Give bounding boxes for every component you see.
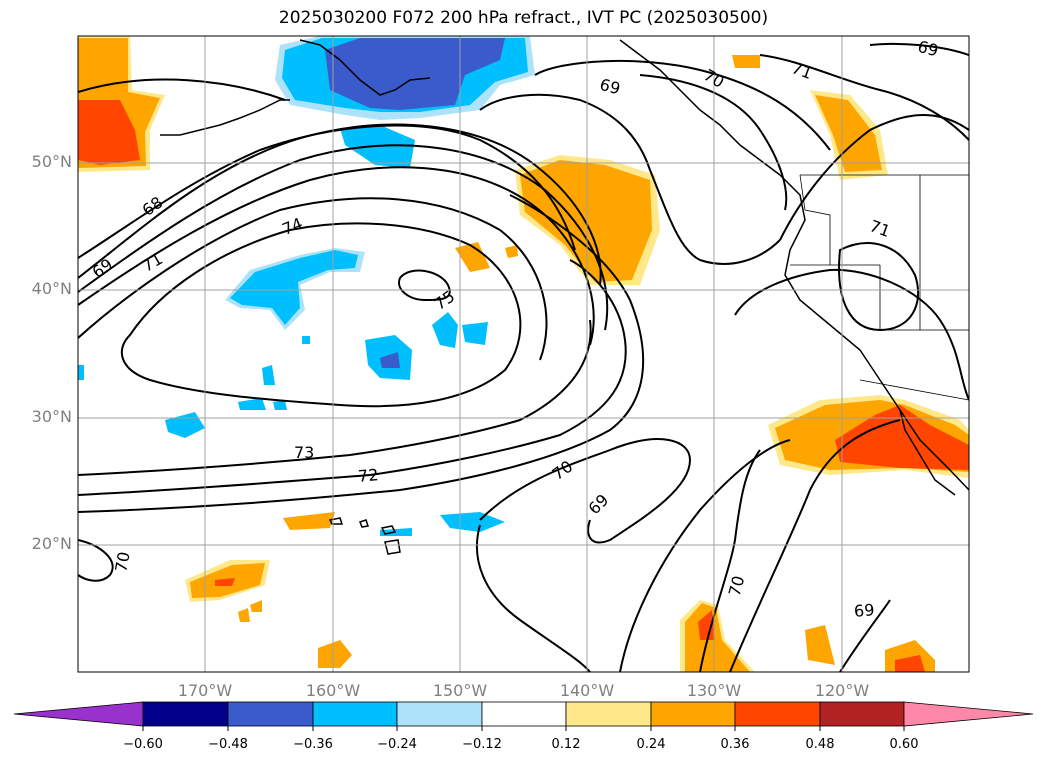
refractivity-contours [78,42,969,672]
lon-label-140w: 140°W [559,681,615,700]
hawaii-islands [328,517,401,555]
colorbar-tick-label: 0.24 [636,737,666,752]
colorbar-tick-label: −0.36 [293,737,333,752]
contour-label: 75 [431,287,459,314]
contour-label: 73 [294,443,314,462]
contour-label: 69 [916,37,941,61]
contour-label: 69 [598,75,623,99]
lon-label-130w: 130°W [686,681,742,700]
lon-label-120w: 120°W [814,681,870,700]
contour-label: 74 [279,214,305,239]
contour-label: 69 [89,255,117,282]
colorbar-tick-label: 0.60 [889,737,919,752]
colorbar-tick-label: −0.48 [208,737,248,752]
contour-label: 70 [725,574,749,599]
lat-label-20n: 20°N [31,534,72,553]
lon-label-170w: 170°W [177,681,233,700]
contour-label: 69 [585,490,613,518]
colorbar-tick-label: −0.24 [377,737,417,752]
coastlines [160,39,969,496]
lon-label-150w: 150°W [432,681,488,700]
contour-label: 71 [867,216,893,241]
map-title: 2025030200 F072 200 hPa refract., IVT PC… [278,8,769,28]
contour-label: 70 [549,457,577,484]
contour-label: 70 [111,550,133,573]
negative-anomaly-fills [78,36,535,536]
colorbar-tick-label: 0.12 [551,737,581,752]
contour-labels: 68 69 71 74 75 73 72 70 69 70 69 70 71 6… [89,37,941,621]
contour-label: 72 [357,465,379,486]
positive-anomaly-fills [78,36,969,672]
colorbar-max-extend [903,701,1034,727]
colorbar-tick-label: 0.36 [720,737,750,752]
contour-label: 71 [139,249,166,276]
colorbar-tick-label: 0.48 [805,737,835,752]
contour-label: 69 [853,600,875,621]
colorbar-tick-label: −0.60 [123,737,163,752]
colorbar-min-extend [13,701,144,727]
colorbar-tick-label: −0.12 [462,737,502,752]
lat-label-40n: 40°N [31,279,72,298]
political-borders [790,174,969,401]
gridlines [78,36,969,672]
colorbar [13,701,1034,731]
lat-label-50n: 50°N [31,152,72,171]
map-frame [77,35,970,673]
lon-label-160w: 160°W [305,681,361,700]
lat-label-30n: 30°N [31,407,72,426]
